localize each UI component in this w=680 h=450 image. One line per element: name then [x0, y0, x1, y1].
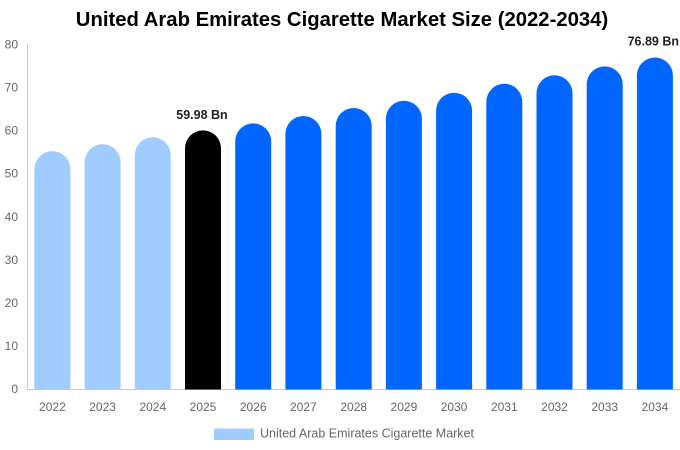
svg-text:76.89 Bn: 76.89 Bn: [628, 35, 679, 49]
svg-text:2026: 2026: [240, 400, 267, 414]
svg-text:10: 10: [5, 339, 19, 353]
svg-text:2034: 2034: [642, 400, 669, 414]
svg-text:2033: 2033: [591, 400, 618, 414]
svg-text:2027: 2027: [290, 400, 317, 414]
svg-text:70: 70: [5, 80, 19, 94]
svg-text:2029: 2029: [391, 400, 418, 414]
svg-text:2028: 2028: [340, 400, 367, 414]
svg-text:20: 20: [5, 296, 19, 310]
svg-text:60: 60: [5, 124, 19, 138]
svg-text:2024: 2024: [139, 400, 166, 414]
svg-text:40: 40: [5, 210, 19, 224]
svg-text:0: 0: [11, 382, 18, 396]
svg-text:United Arab Emirates Cigarette: United Arab Emirates Cigarette Market: [260, 427, 475, 441]
svg-text:2025: 2025: [190, 400, 217, 414]
svg-text:80: 80: [5, 37, 19, 51]
svg-text:2031: 2031: [491, 400, 518, 414]
svg-text:30: 30: [5, 253, 19, 267]
svg-text:2022: 2022: [39, 400, 66, 414]
svg-text:United Arab Emirates Cigarette: United Arab Emirates Cigarette Market Si…: [76, 9, 608, 31]
svg-text:2030: 2030: [441, 400, 468, 414]
svg-text:50: 50: [5, 167, 19, 181]
svg-text:59.98 Bn: 59.98 Bn: [176, 108, 227, 122]
svg-text:2032: 2032: [541, 400, 568, 414]
svg-text:2023: 2023: [89, 400, 116, 414]
